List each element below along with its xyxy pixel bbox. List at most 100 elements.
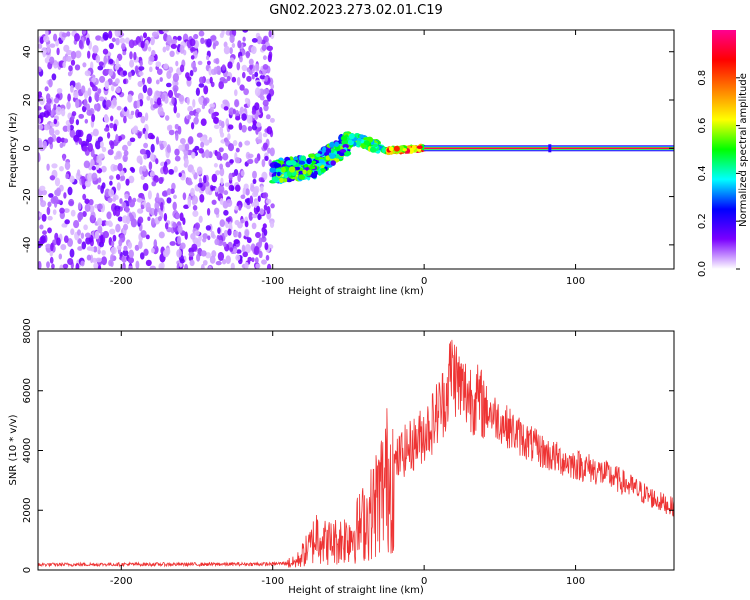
heat-cell	[339, 149, 347, 153]
heat-cell	[129, 51, 133, 60]
heat-cell	[193, 117, 199, 125]
heat-cell	[348, 139, 353, 145]
heat-cell	[262, 223, 267, 229]
heat-cell	[180, 137, 186, 145]
heat-cell	[223, 209, 229, 216]
heat-cell	[269, 220, 275, 229]
heat-cell	[87, 172, 93, 182]
heat-cell	[127, 71, 132, 78]
heat-cell	[76, 169, 81, 177]
heat-cell	[122, 144, 128, 152]
heat-cell	[182, 192, 187, 201]
heat-cell	[194, 145, 200, 151]
heat-cell	[179, 44, 185, 54]
heat-cell	[232, 139, 238, 147]
heat-cell	[238, 122, 243, 131]
heat-cell	[128, 175, 135, 184]
heat-cell	[158, 263, 163, 269]
heat-cell	[46, 163, 50, 171]
heat-cell	[145, 234, 150, 240]
heat-cell	[262, 88, 269, 95]
heat-cell	[150, 134, 156, 140]
heat-cell	[81, 241, 87, 250]
heat-cell	[94, 104, 98, 111]
heat-cell	[177, 125, 182, 135]
heat-cell	[73, 134, 80, 142]
heat-cell	[293, 156, 298, 161]
heat-cell	[127, 256, 135, 264]
heat-cell	[155, 90, 161, 97]
heat-cell	[84, 70, 91, 77]
heat-cell	[228, 172, 233, 181]
heat-cell	[119, 198, 123, 204]
heat-cell	[162, 30, 169, 33]
heat-cell	[101, 256, 108, 266]
heat-cell	[254, 257, 259, 264]
heat-cell	[88, 198, 94, 206]
heat-cell	[266, 206, 271, 215]
heat-cell	[65, 173, 70, 180]
heat-cell	[241, 113, 247, 121]
heat-cell	[125, 178, 130, 186]
heat-cell	[154, 201, 160, 211]
heat-cell	[127, 113, 134, 120]
heat-cell	[173, 105, 177, 114]
heat-cell	[258, 239, 263, 248]
heat-cell	[67, 93, 71, 102]
heat-cell	[187, 115, 192, 120]
heat-cell	[149, 152, 155, 162]
heat-cell	[38, 106, 42, 111]
heat-cell	[48, 127, 55, 136]
x-tick-label: -200	[110, 276, 133, 287]
heat-cell	[205, 55, 210, 61]
heat-cell	[58, 253, 63, 260]
heat-cell	[122, 78, 127, 85]
bottom-y-axis-label: SNR (10 * v/v)	[8, 414, 19, 485]
heat-cell	[196, 132, 203, 138]
heat-cell	[68, 65, 73, 72]
heat-cell	[140, 115, 146, 124]
heat-cell	[273, 162, 281, 168]
heat-cell	[237, 231, 242, 239]
heat-cell	[236, 249, 242, 254]
heat-cell	[112, 234, 117, 242]
heat-cell	[264, 155, 269, 162]
heat-cell	[216, 151, 222, 161]
heat-cell	[124, 37, 130, 44]
heat-cell	[151, 217, 155, 225]
heat-cell	[234, 205, 239, 211]
heat-cell	[243, 88, 249, 96]
heat-cell	[244, 220, 249, 228]
heat-cell	[237, 40, 242, 49]
heat-cell	[117, 163, 123, 172]
heat-cell	[103, 127, 110, 132]
heat-cell	[91, 113, 96, 123]
heat-cell	[262, 99, 269, 107]
heat-cell	[234, 89, 238, 97]
heat-cell	[67, 257, 74, 266]
heat-cell	[253, 246, 260, 256]
heat-cell	[52, 209, 57, 215]
heat-cell	[165, 82, 172, 88]
heat-cell	[109, 122, 114, 129]
heat-cell	[179, 64, 185, 73]
heat-cell	[192, 66, 198, 73]
heat-cell	[43, 123, 51, 131]
heat-cell	[74, 64, 81, 71]
heat-cell	[54, 129, 60, 136]
heat-cell	[77, 238, 82, 245]
heat-cell	[45, 243, 51, 249]
y-tick-label: 0	[22, 145, 33, 151]
heat-cell	[81, 85, 86, 94]
heat-cell	[251, 213, 258, 219]
heat-cell	[240, 194, 246, 200]
heat-cell	[245, 188, 250, 196]
heat-cell	[73, 220, 80, 229]
heat-cell	[200, 37, 205, 45]
heat-cell	[266, 263, 272, 269]
heat-cell	[99, 141, 104, 149]
heat-cell	[100, 234, 104, 244]
heat-cell	[211, 173, 218, 183]
heat-cell	[97, 249, 101, 255]
heat-cell	[329, 142, 335, 148]
